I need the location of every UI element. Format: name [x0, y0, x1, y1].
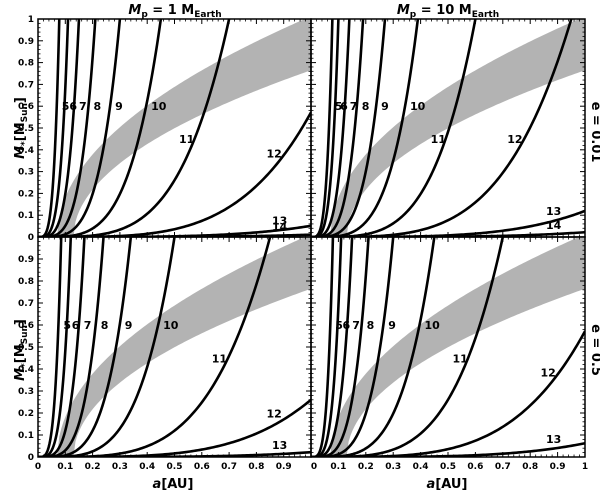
row-label-top: e = 0.01: [588, 102, 600, 163]
curve-label-9: 9: [125, 319, 133, 332]
y-tick-label: 0: [28, 233, 34, 243]
curve-label-8: 8: [94, 100, 102, 113]
curve-label-13: 13: [272, 215, 287, 228]
curve-label-12: 12: [507, 133, 522, 146]
y-tick-label: 0.9: [18, 255, 34, 265]
curve-label-13: 13: [546, 205, 561, 218]
xlabel-left: a[AU]: [153, 477, 194, 492]
curve-label-7: 7: [79, 100, 87, 113]
curve-label-7: 7: [350, 100, 358, 113]
row-label-bottom: e = 0.5: [588, 324, 600, 376]
curve-label-10: 10: [410, 100, 426, 113]
x-tick-label: 0.2: [358, 462, 374, 472]
curve-label-11: 11: [212, 352, 227, 365]
y-tick-label: 0.7: [18, 299, 34, 309]
y-tick-label: 0.8: [18, 59, 34, 69]
curve-label-6: 6: [343, 319, 351, 332]
x-tick-label: 0.9: [550, 462, 566, 472]
curve-label-13: 13: [272, 439, 287, 452]
xlabel-right: a[AU]: [427, 477, 468, 492]
curve-label-13: 13: [546, 433, 561, 446]
y-tick-label: 0: [28, 453, 34, 463]
curve-label-8: 8: [101, 319, 109, 332]
y-tick-label: 0.9: [18, 37, 34, 47]
y-tick-label: 0.5: [18, 124, 34, 134]
x-tick-label: 0.3: [112, 462, 128, 472]
x-tick-label: 0: [311, 462, 317, 472]
curve-label-11: 11: [453, 352, 468, 365]
y-tick-label: 0.3: [18, 168, 34, 178]
panels: 5 6 7 8 9 101112131400.10.20.30.40.50.60.70.8…: [18, 15, 588, 472]
y-tick-label: 0.1: [18, 211, 34, 221]
x-tick-label: 0.5: [440, 462, 456, 472]
panel-title-right: Mp = 10 MEarth: [397, 3, 499, 20]
ylabel-top: M*[MSun]: [13, 97, 30, 159]
x-tick-label: 0.4: [139, 462, 155, 472]
x-tick-label: 0.6: [467, 462, 483, 472]
curve-label-7: 7: [352, 319, 360, 332]
x-tick-label: 0.1: [57, 462, 73, 472]
curve-label-14: 14: [546, 219, 562, 232]
x-tick-label: 0.2: [85, 462, 101, 472]
curve-label-11: 11: [431, 133, 446, 146]
y-tick-label: 0.3: [18, 387, 34, 397]
curve-label-12: 12: [267, 147, 282, 160]
curve-label-5: 5: [63, 319, 71, 332]
habitable-band: [57, 19, 311, 237]
curve-label-8: 8: [367, 319, 375, 332]
y-tick-label: 0.5: [18, 343, 34, 353]
panel-bottom-right: 5 6 7 8 9 10 11 12 13 0 0.1 0.2 0.3 0.4 0.5 0.6 0.7 0.8 0.…: [310, 236, 588, 472]
y-tick-label: 0.6: [18, 321, 34, 331]
x-tick-label: 1: [582, 462, 588, 472]
curve-label-8: 8: [362, 100, 370, 113]
x-tick-label: 0.8: [248, 462, 264, 472]
curve-label-12: 12: [540, 367, 555, 380]
curve-label-10: 10: [425, 319, 441, 332]
curve-label-9: 9: [115, 100, 123, 113]
x-tick-label: 0.6: [194, 462, 210, 472]
curve-label-5: 5: [335, 100, 343, 113]
y-tick-label: 1: [28, 15, 34, 25]
curve-label-12: 12: [267, 408, 282, 421]
panel-bottom-left: 5 6 7 8 9 10 11 12 13 0 0.1 0.2 0.3 0.4 0.5 0.6 0.7 0.8 0.…: [18, 236, 312, 472]
y-tick-label: 0.8: [18, 277, 34, 287]
curve-label-9: 9: [388, 319, 396, 332]
habitable-band: [57, 237, 311, 457]
y-tick-label: 0.1: [18, 431, 34, 441]
curve-label-6: 6: [72, 319, 80, 332]
curve-label-5: 5: [62, 100, 70, 113]
x-tick-label: 0: [35, 462, 41, 472]
x-tick-label: 0.1: [330, 462, 346, 472]
panel-title-left: Mp = 1 MEarth: [128, 3, 221, 20]
x-tick-label: 0.4: [413, 462, 429, 472]
y-tick-label: 0.4: [18, 146, 34, 156]
curve-label-7: 7: [84, 319, 92, 332]
x-tick-label: 0.7: [495, 462, 511, 472]
y-tick-label: 0.7: [18, 80, 34, 90]
curve-label-10: 10: [163, 319, 179, 332]
y-tick-label: 0.2: [18, 409, 34, 419]
x-tick-label: 0.8: [522, 462, 538, 472]
curve-label-5: 5: [335, 319, 343, 332]
curve-label-11: 11: [179, 133, 194, 146]
x-tick-label: 0.7: [221, 462, 237, 472]
habitable-band: [330, 19, 585, 237]
y-tick-label: 0.2: [18, 189, 34, 199]
y-tick-label: 0.6: [18, 102, 34, 112]
x-tick-label: 0.3: [385, 462, 401, 472]
curve-label-6: 6: [69, 100, 77, 113]
x-tick-label: 0.9: [276, 462, 292, 472]
curve-label-9: 9: [381, 100, 389, 113]
curve-label-14: 14: [272, 221, 288, 234]
ylabel-bottom: M*[MSun]: [13, 319, 30, 381]
curve-label-10: 10: [151, 100, 167, 113]
habitable-band: [330, 237, 585, 457]
y-tick-label: 0.4: [18, 365, 34, 375]
x-tick-label: 0.5: [167, 462, 183, 472]
curve-label-6: 6: [340, 100, 348, 113]
